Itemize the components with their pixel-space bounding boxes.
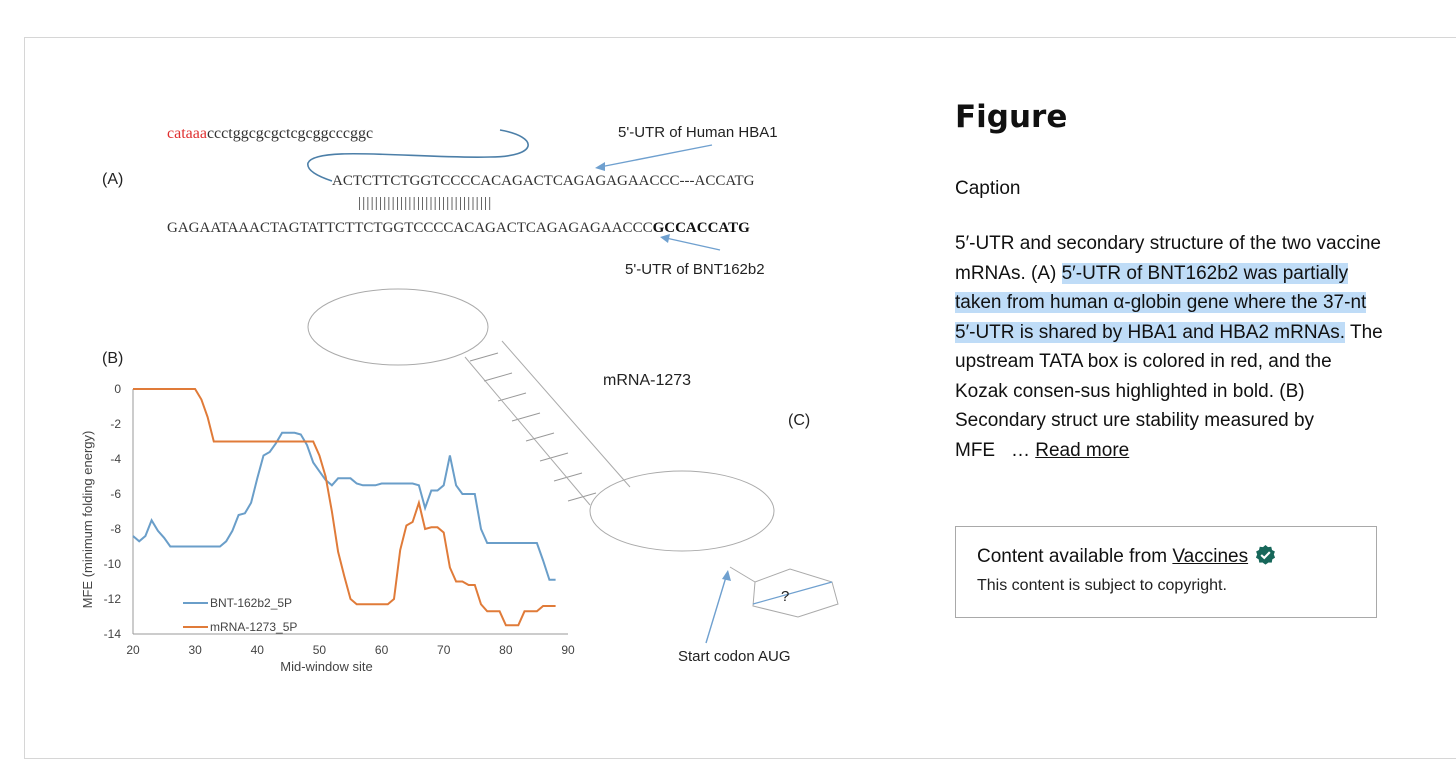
y-tick-label: 0	[114, 382, 121, 396]
bnt-sequence: GAGAATAAACTAGTATTCTTCTGGTCCCCACAGACTCAGA…	[167, 220, 653, 236]
rna-secondary-structure	[307, 288, 839, 618]
kozak-sequence: GCCACCATG	[653, 220, 751, 236]
hba1-utr-label: 5'-UTR of Human HBA1	[618, 124, 778, 141]
panel-b-label: (B)	[102, 350, 123, 367]
caption-plain-start: 5′-UTR and secondary structure of the tw…	[955, 233, 1381, 284]
verified-badge-icon	[1255, 544, 1276, 565]
hba1-arrow	[599, 144, 713, 168]
stem-base-pair	[497, 392, 527, 402]
hba1-sequence: ACTCTTCTGGTCCCCACAGACTCAGAGAGAACCC---ACC…	[332, 173, 755, 189]
y-tick-label: -12	[104, 592, 122, 606]
x-tick-label: 40	[251, 643, 265, 657]
stem-base-pair	[525, 432, 555, 442]
stem-base-pair	[483, 372, 513, 382]
x-tick-label: 20	[126, 643, 140, 657]
start-codon-arrow-head	[722, 570, 731, 581]
journal-link[interactable]: Vaccines	[1172, 546, 1249, 567]
y-axis-title: MFE (minimum folding energy)	[80, 431, 95, 609]
copyright-notice: This content is subject to copyright.	[977, 577, 1227, 594]
top-loop-ring	[307, 288, 489, 366]
start-codon-arrow	[705, 576, 727, 644]
start-codon-label: Start codon AUG	[678, 648, 791, 665]
x-tick-label: 30	[188, 643, 202, 657]
stem-strand-right	[501, 340, 631, 488]
figure-viewer-panel	[24, 37, 1456, 759]
y-tick-label: -10	[104, 557, 122, 571]
x-tick-label: 80	[499, 643, 513, 657]
series-line-2	[133, 388, 556, 627]
figure-svg: (A) cataaaccctggcgcgctcgcggcccggc ACTCTT…	[80, 124, 839, 674]
bnt-sequence-line: GAGAATAAACTAGTATTCTTCTGGTCCCCACAGACTCAGA…	[167, 220, 750, 236]
panel-c-title: mRNA-1273	[603, 372, 691, 389]
caption-plain-end: The upstream TATA box is colored in red,…	[955, 321, 1383, 461]
bottom-loop-ring	[589, 470, 775, 552]
bnt-utr-label: 5'-UTR of BNT162b2	[625, 261, 765, 278]
y-tick-label: -14	[104, 627, 122, 641]
bnt-arrow	[665, 237, 721, 251]
caption-label: Caption	[955, 178, 1021, 199]
mfe-line-chart: 0 -2 -4 -6 -8 -10 -12 -14 20 30 40 50 60 70 80 90 Mid-wi…	[80, 382, 575, 674]
upstream-lowercase-sequence: ccctggcgcgctcgcggcccggc	[207, 125, 373, 142]
y-tick-label: -6	[110, 487, 121, 501]
caption-ellipsis: …	[1010, 439, 1036, 461]
legend-label-1: BNT-162b2_5P	[210, 596, 292, 610]
stem-base-pair	[539, 452, 569, 462]
stem-strand-left	[464, 356, 591, 506]
x-axis-title: Mid-window site	[280, 659, 372, 674]
read-more-link[interactable]: Read more	[1035, 439, 1130, 461]
stem-base-pair	[567, 492, 597, 502]
stem-base-pair	[469, 352, 499, 362]
codon-strand	[729, 566, 756, 583]
content-source-box: Content available from Vaccines This con…	[955, 526, 1377, 618]
caption-selected-text[interactable]: 5′-UTR of BNT162b2 was partially taken f…	[955, 262, 1367, 343]
hba1-arrow-head	[595, 162, 605, 171]
upstream-sequence: cataaaccctggcgcgctcgcggcccggc	[167, 125, 373, 142]
series-line-1	[132, 431, 556, 581]
x-tick-label: 90	[561, 643, 575, 657]
end-loop-ring	[752, 568, 839, 618]
sequence-loop-line	[307, 129, 529, 182]
y-tick-label: -2	[110, 417, 121, 431]
stem-base-pair	[511, 412, 541, 422]
panel-c-label: (C)	[788, 412, 810, 429]
figure-image: (A) cataaaccctggcgcgctcgcggcccggc ACTCTT…	[70, 95, 870, 695]
x-tick-label: 60	[375, 643, 389, 657]
x-tick-label: 70	[437, 643, 451, 657]
figure-sidebar: Figure Caption 5′-UTR and secondary stru…	[955, 95, 1385, 465]
panel-a-label: (A)	[102, 171, 123, 188]
x-tick-label: 50	[313, 643, 327, 657]
stem-base-pair	[553, 472, 583, 482]
alignment-bars: ||||||||||||||||||||||||||||||||	[358, 195, 493, 211]
y-tick-label: -4	[110, 452, 121, 466]
caption-text: 5′-UTR and secondary structure of the tw…	[955, 229, 1385, 465]
page-title: Figure	[955, 99, 1068, 135]
tata-box-sequence: cataaa	[167, 125, 207, 142]
source-line: Content available from Vaccines	[977, 543, 1355, 571]
unknown-pair-mark: ?	[781, 588, 789, 605]
y-tick-label: -8	[110, 522, 121, 536]
end-loop-pair	[752, 581, 833, 605]
bnt-arrow-head	[660, 234, 670, 243]
legend-label-2: mRNA-1273_5P	[210, 620, 297, 634]
source-prefix: Content available from	[977, 546, 1173, 567]
